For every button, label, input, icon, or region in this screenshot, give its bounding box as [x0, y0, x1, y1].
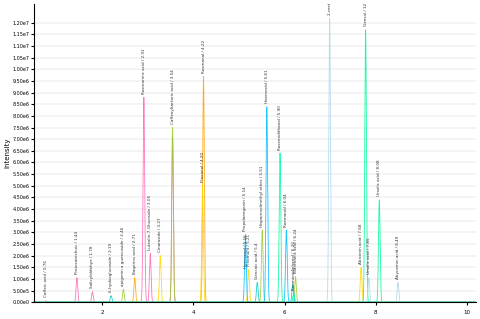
Text: Hoemanol / 5.16: Hoemanol / 5.16 — [244, 235, 248, 268]
Text: Caffeoyltartaric acid / 3.54: Caffeoyltartaric acid / 3.54 — [170, 69, 175, 124]
Text: Abicenin acid / 7.68: Abicenin acid / 7.68 — [359, 223, 363, 264]
Text: Salicylaldehye / 1.78: Salicylaldehye / 1.78 — [90, 246, 95, 288]
Text: Ursolic acid / 8.08: Ursolic acid / 8.08 — [377, 160, 381, 196]
Text: apigenin a gueovoside / 2.46: apigenin a gueovoside / 2.46 — [121, 226, 125, 286]
Text: Baqerins acid / 2.71: Baqerins acid / 2.71 — [133, 234, 137, 274]
Text: Blanthanic acid / 6.24: Blanthanic acid / 6.24 — [293, 229, 298, 273]
Text: Gensol / 12.78: Gensol / 12.78 — [364, 0, 368, 26]
Text: Rosmarinic acid / 2.91: Rosmarinic acid / 2.91 — [142, 48, 146, 94]
Text: Hisparenolmethyl ether / 5.51: Hisparenolmethyl ether / 5.51 — [260, 165, 264, 226]
Text: Hoemoxid / 5.61: Hoemoxid / 5.61 — [265, 70, 269, 103]
Text: Roemanid / 6.04: Roemanid / 6.04 — [284, 193, 288, 226]
Text: Ursolic acid / 7.85: Ursolic acid / 7.85 — [367, 238, 371, 274]
Text: Rosmanal / 4.22: Rosmanal / 4.22 — [202, 40, 205, 73]
Text: Cinaroside / 3.27: Cinaroside / 3.27 — [158, 218, 162, 252]
Text: Roamonidiphenol / 6.20: Roamonidiphenol / 6.20 — [292, 241, 296, 290]
Text: Gencaic acid / 5.4: Gencaic acid / 5.4 — [255, 242, 259, 279]
Text: Caffeic acid / 0.76: Caffeic acid / 0.76 — [44, 260, 48, 297]
Text: Luteolin-7-Glucoside / 3.05: Luteolin-7-Glucoside / 3.05 — [148, 195, 152, 250]
Text: Pinomulit / 5.21: Pinomulit / 5.21 — [247, 234, 251, 266]
Text: Abycamin acid / 8.49: Abycamin acid / 8.49 — [396, 236, 400, 279]
Text: Rosemidithanol / 5.90: Rosemidithanol / 5.90 — [278, 105, 282, 150]
Text: Propolaengenin / 5.14: Propolaengenin / 5.14 — [243, 187, 247, 231]
Text: 2-metoxycannabis acid / 6.99: 2-metoxycannabis acid / 6.99 — [328, 0, 332, 15]
Text: Protocatechuic / 1.44: Protocatechuic / 1.44 — [75, 231, 79, 274]
Y-axis label: Intensity: Intensity — [4, 138, 10, 168]
Text: Flavanol / 4.20: Flavanol / 4.20 — [201, 152, 204, 182]
Text: 6-hydoxglucoside / 2.19: 6-hydoxglucoside / 2.19 — [109, 243, 113, 292]
